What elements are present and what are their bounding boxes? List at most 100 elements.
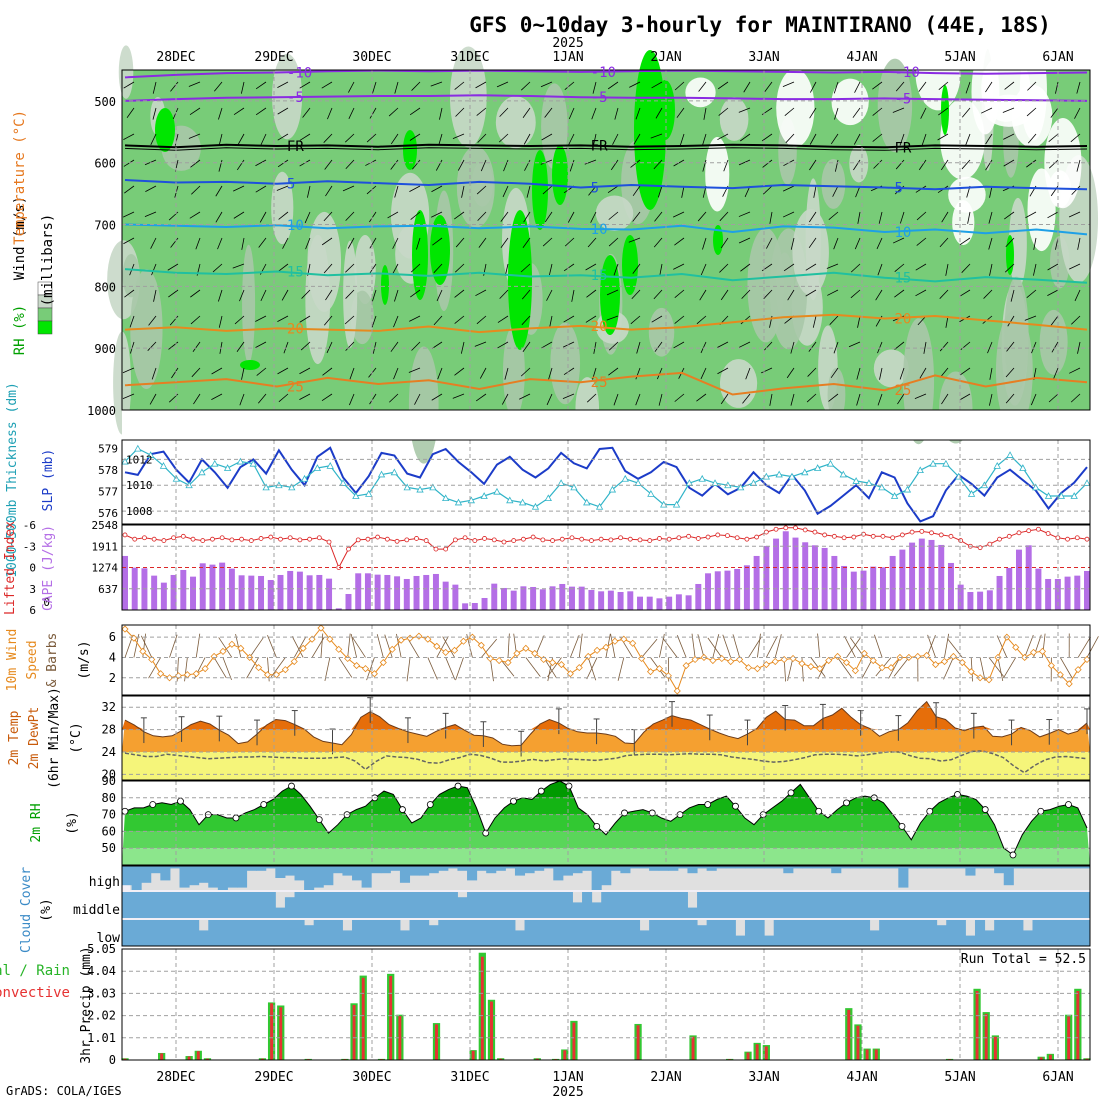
cape-bar — [491, 583, 498, 610]
contour-label: 20 — [894, 312, 911, 328]
wind-barb — [853, 133, 861, 145]
cloud-bar-middle — [304, 892, 315, 918]
cloud-bar-low — [1042, 920, 1053, 946]
cloud-bar-low — [639, 930, 650, 946]
contour-label: FR — [591, 138, 608, 154]
li-marker — [919, 528, 925, 534]
wind-barb — [769, 211, 773, 224]
wind-barb — [217, 237, 223, 250]
rh-marker — [898, 822, 906, 830]
thickness-marker — [544, 494, 552, 502]
wind-barb — [461, 185, 465, 198]
wind-barb — [856, 393, 861, 406]
wind-barb — [410, 211, 421, 220]
contour-label: 20 — [287, 321, 304, 337]
cloud-bar-middle — [974, 892, 986, 918]
wind-barb — [894, 341, 905, 350]
wind-barb — [218, 159, 223, 172]
wind-barb — [124, 289, 135, 298]
wind-barb — [123, 159, 135, 167]
wind-barb — [673, 341, 685, 349]
temp-tick-label: 32 — [102, 700, 116, 714]
cloud-bar-middle — [965, 892, 976, 918]
cape-bar — [199, 563, 206, 610]
wind-barb — [738, 107, 751, 113]
wind-barb-10m — [376, 634, 384, 658]
cloud-bar-low — [629, 920, 641, 946]
cloud-bar-middle — [697, 892, 708, 918]
temperature-contour — [124, 179, 1088, 191]
cloud-bar-middle — [984, 892, 995, 918]
cloud-bar-high — [543, 866, 554, 869]
cape-bar — [549, 586, 556, 610]
wind-barb — [563, 315, 575, 323]
li-marker — [618, 535, 623, 541]
wind-barb — [702, 133, 707, 146]
rh-area — [122, 781, 1090, 865]
date-label-top: 30DEC — [352, 50, 391, 65]
wind-barb — [411, 81, 421, 91]
precip-convective-bar — [993, 1036, 997, 1060]
wind-barb — [961, 159, 971, 170]
panel-frames — [121, 69, 1091, 1061]
wind-barb — [542, 185, 553, 195]
wind-barb — [431, 393, 443, 401]
wind-barb — [372, 81, 377, 94]
cloud-bar-middle — [850, 892, 861, 918]
wind-barb — [260, 289, 267, 302]
cape-bar — [569, 586, 575, 610]
wind-barb — [452, 133, 465, 140]
wind-barb-10m — [249, 637, 264, 658]
wind-axis-label-1: 10m Wind — [5, 629, 20, 692]
wind-barb — [1033, 237, 1037, 250]
wind-barb — [190, 159, 201, 168]
wind-barb-10m — [442, 636, 455, 658]
wind-speed-marker — [326, 635, 334, 643]
cape-bar — [879, 567, 886, 610]
wind-barb — [255, 107, 267, 116]
cape-bar — [889, 555, 896, 610]
wind-barb — [218, 133, 223, 146]
wind-barb — [256, 367, 267, 376]
wind-barb — [651, 81, 663, 89]
wind-barb — [940, 159, 949, 171]
wind-speed-marker — [397, 636, 405, 644]
wind-barb — [585, 263, 597, 271]
temp-axis-label-1: 2m Temp — [7, 710, 22, 765]
cloud-bar-middle — [122, 892, 133, 918]
li-marker — [248, 538, 254, 543]
cloud-bar-high — [304, 866, 315, 890]
wind-barb — [1070, 393, 1081, 403]
pressure-tick-label: 600 — [94, 157, 116, 171]
millibars-axis-label: (millibars) — [40, 214, 56, 307]
wind-barb — [852, 107, 861, 118]
li-line — [124, 527, 1088, 569]
cape-bar — [316, 574, 323, 610]
wind-barb — [546, 393, 553, 406]
cloud-bar-middle — [562, 892, 573, 918]
cloud-bar-low — [994, 920, 1005, 946]
wind-barb-10m — [846, 637, 861, 658]
wind-barb — [593, 133, 597, 146]
cloud-bar-middle — [687, 907, 698, 918]
wind-barb — [236, 341, 245, 352]
thickness-marker — [1070, 492, 1078, 499]
li-marker — [375, 534, 381, 540]
wind-barb — [720, 393, 729, 405]
cloud-bar-middle — [332, 892, 343, 918]
wind-barb — [232, 185, 245, 192]
wind-barb — [454, 367, 465, 376]
wind-barb-10m — [569, 634, 580, 658]
rh-line — [124, 780, 1088, 856]
temperature-contour — [124, 94, 1088, 102]
cloud-bar-high — [697, 866, 708, 869]
wind-barb — [897, 393, 905, 405]
cloud-bar-high — [754, 866, 765, 869]
li-marker — [831, 533, 837, 539]
rh-region-dry — [408, 346, 439, 464]
wind-barb — [323, 263, 333, 274]
wind-barb — [877, 393, 883, 406]
cape-bar — [452, 584, 459, 610]
wind-barb-10m — [996, 635, 1008, 658]
cloud-bar-low — [438, 920, 449, 946]
